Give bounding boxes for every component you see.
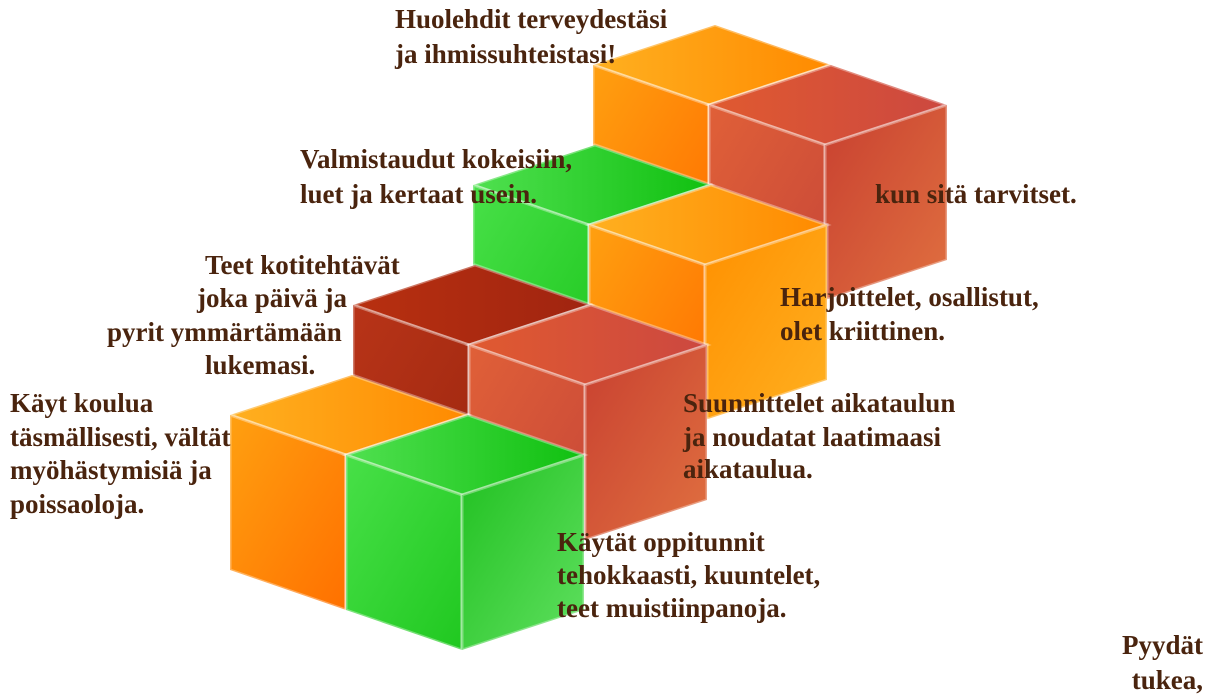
text-block: Käyt koulua täsmällisesti, vältätmyöhästy… bbox=[10, 388, 230, 519]
text-block: kun sitä tarvitset. bbox=[875, 179, 1077, 209]
label-line: täsmällisesti, vältät bbox=[10, 422, 230, 452]
label-line: Suunnittelet aikataulun bbox=[683, 388, 955, 418]
label-line: Valmistaudut kokeisiin, bbox=[300, 144, 572, 174]
diagram: Huolehdit terveydestäsi ja ihmissuhteista… bbox=[0, 0, 1216, 697]
label-line: luet ja kertaat usein. bbox=[300, 179, 537, 209]
label-line: Pyydät bbox=[1122, 630, 1203, 660]
label-line: Teet kotitehtävät bbox=[205, 250, 400, 280]
label-line: olet kriittinen. bbox=[780, 316, 945, 346]
label-line: tukea, bbox=[1132, 665, 1203, 695]
label-line: tehokkaasti, kuuntelet, bbox=[557, 560, 820, 590]
label-line: myöhästymisiä ja bbox=[10, 455, 212, 485]
label-line: joka päivä ja bbox=[196, 283, 348, 313]
cube bbox=[346, 415, 584, 650]
label-line: kun sitä tarvitset. bbox=[875, 179, 1077, 209]
text-block: Suunnittelet aikataulun ja noudatat laati… bbox=[682, 388, 955, 484]
label-line: Käyt koulua bbox=[10, 388, 154, 418]
label-line: teet muistiinpanoja. bbox=[557, 593, 787, 623]
label-line: ja noudatat laatimaasi bbox=[682, 422, 942, 452]
label-line: Harjoittelet, osallistut, bbox=[780, 282, 1039, 312]
label-line: Huolehdit terveydestäsi bbox=[395, 4, 668, 34]
label-line: aikataulua. bbox=[683, 454, 813, 484]
label-line: ja ihmissuhteistasi! bbox=[394, 39, 616, 69]
label-line: lukemasi. bbox=[205, 350, 315, 380]
label-line: pyrit ymmärtämään bbox=[107, 317, 342, 347]
text-block: Pyydät tukea, bbox=[1122, 630, 1203, 695]
label-line: poissaoloja. bbox=[10, 489, 144, 519]
label-line: Käytät oppitunnit bbox=[557, 527, 765, 557]
